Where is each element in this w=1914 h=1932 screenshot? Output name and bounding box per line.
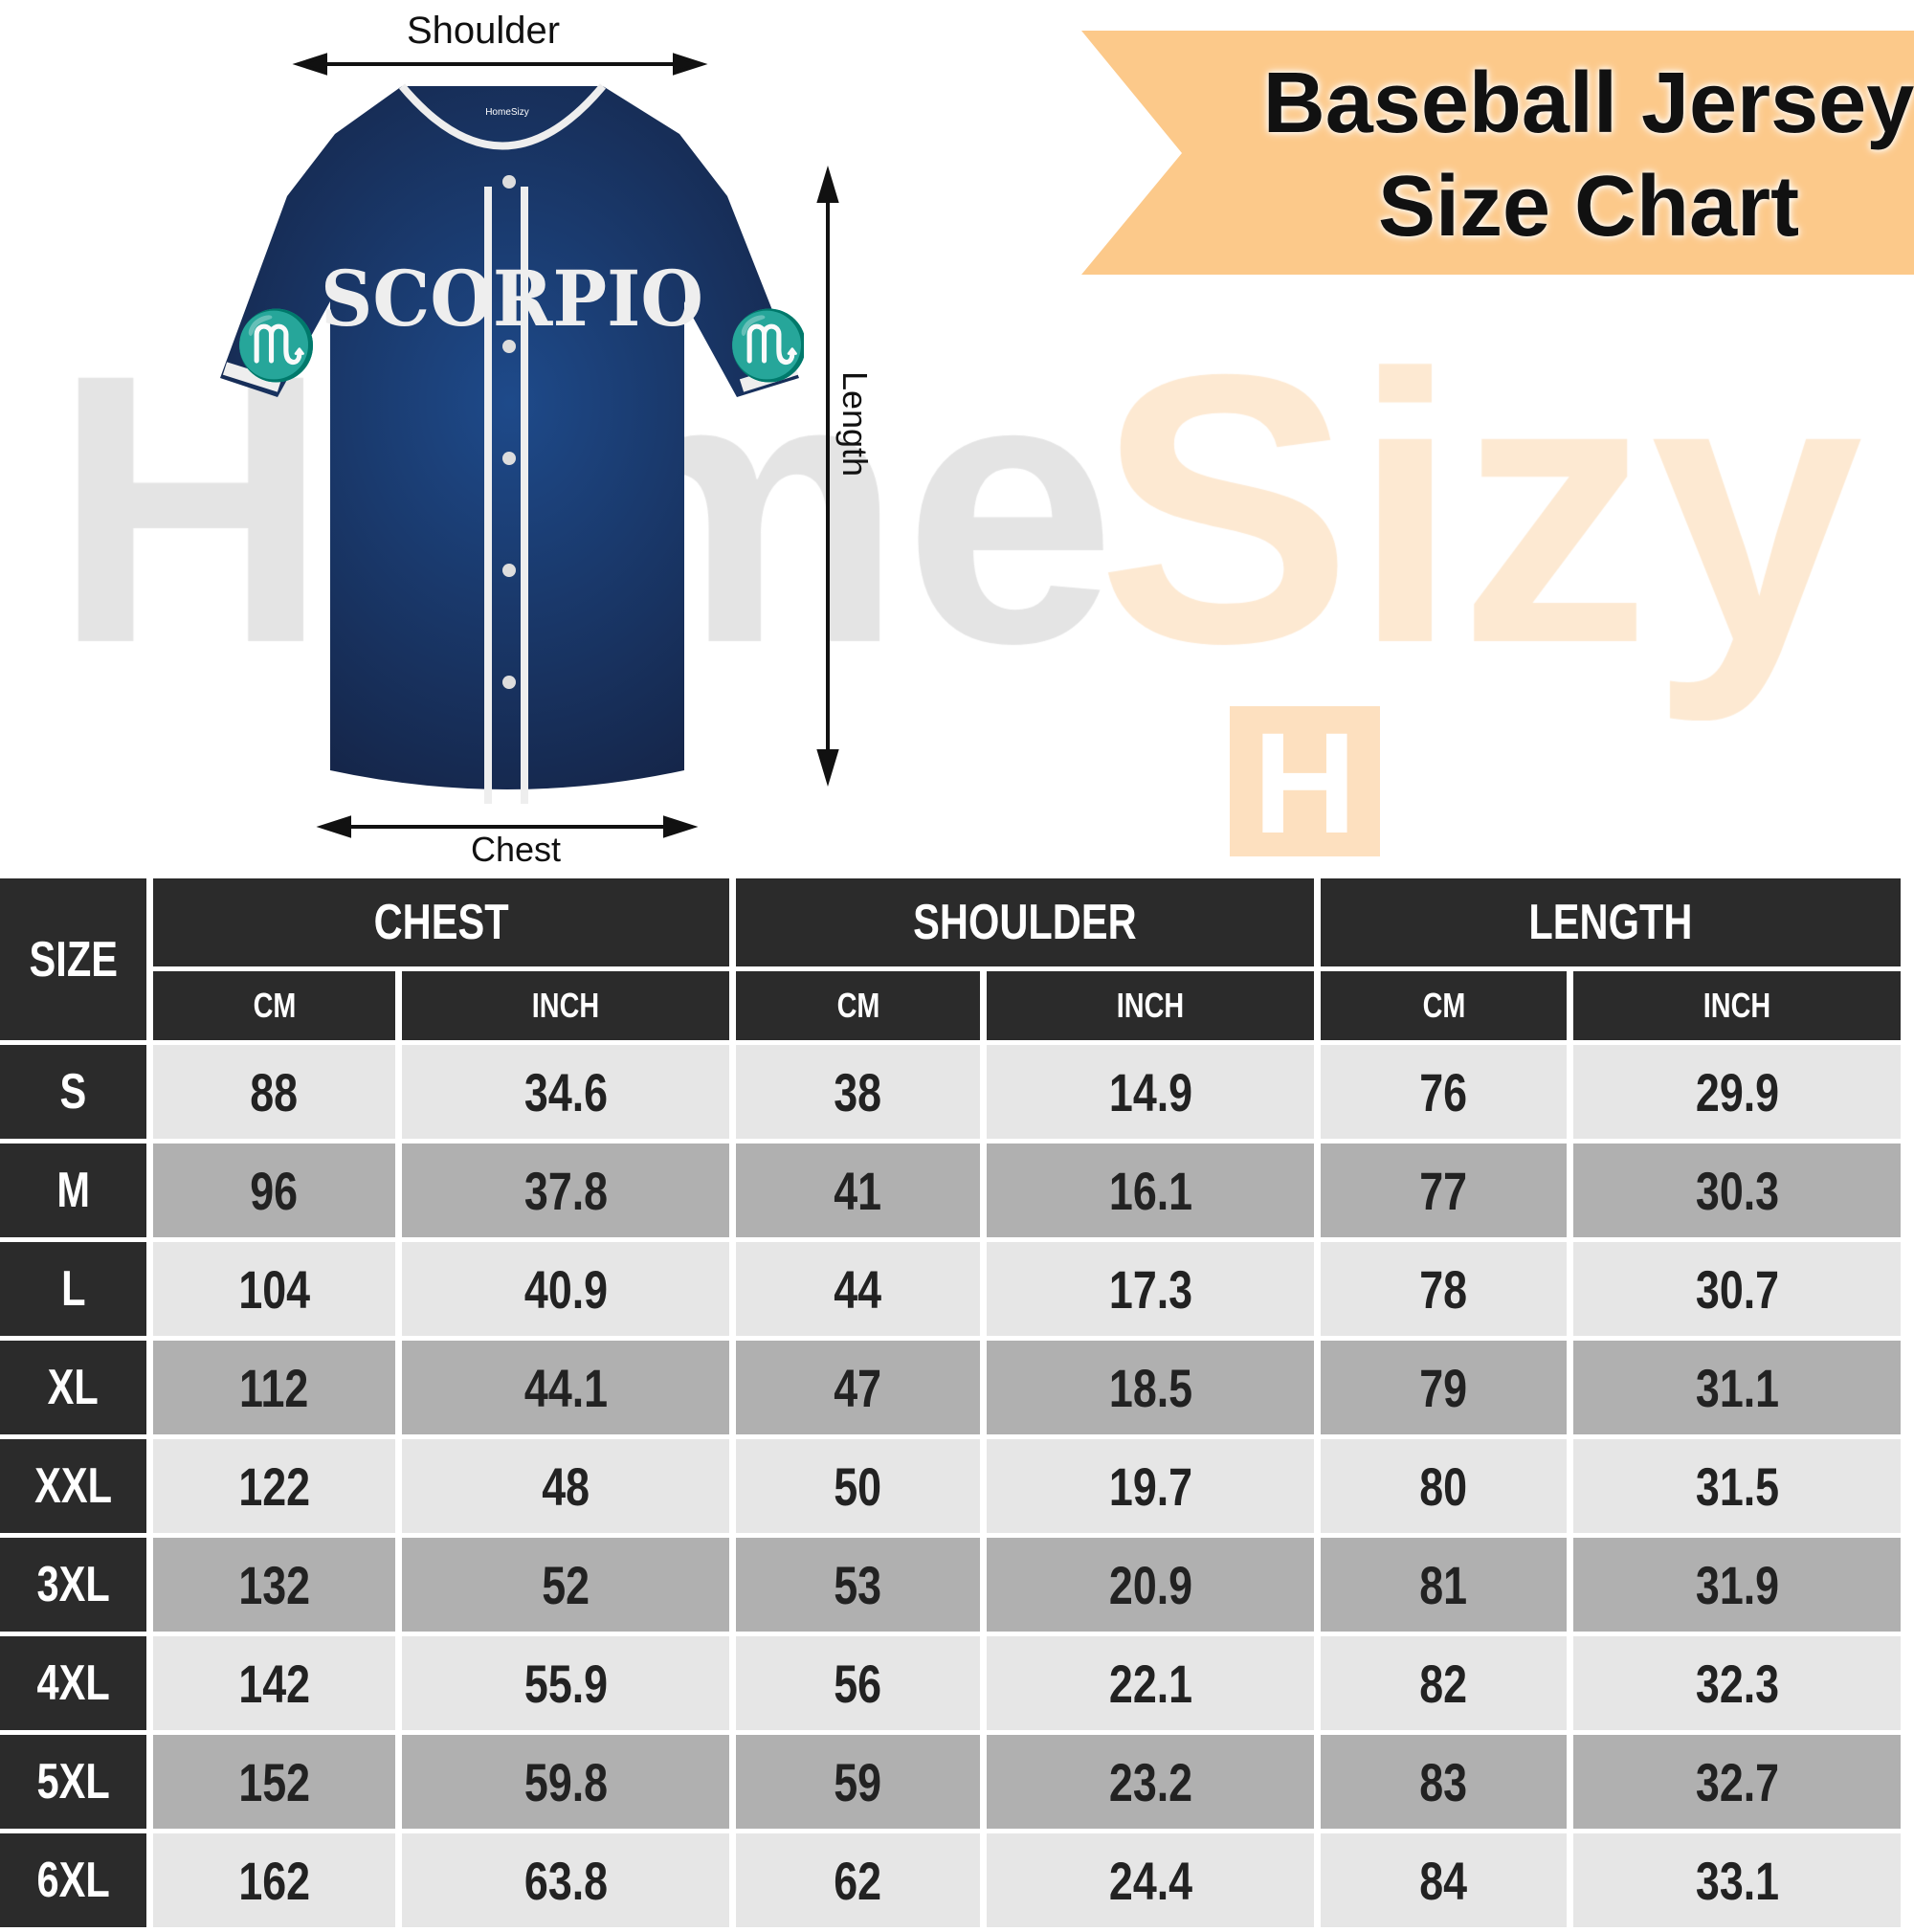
size-cell: 6XL [0,1833,146,1927]
value-cell: 22.1 [987,1636,1314,1730]
value-cell: 88 [153,1045,395,1139]
value-cell: 152 [153,1735,395,1829]
shoulder-label: Shoulder [407,10,561,52]
value-cell: 23.2 [987,1735,1314,1829]
title-banner: Baseball Jersey Size Chart [1081,31,1914,275]
value-cell: 53 [736,1538,980,1632]
unit-header: INCH [402,971,729,1040]
table-row: 3XL 132 52 53 20.9 81 31.9 [0,1538,1901,1632]
value-cell: 17.3 [987,1242,1314,1336]
value-cell: 56 [736,1636,980,1730]
scorpio-symbol-icon: ♏ [727,307,804,384]
value-cell: 84 [1321,1833,1567,1927]
length-header: LENGTH [1321,878,1901,966]
value-cell: 59.8 [402,1735,729,1829]
value-cell: 44.1 [402,1341,729,1434]
value-cell: 96 [153,1144,395,1237]
value-cell: 30.7 [1573,1242,1901,1336]
table-row: 5XL 152 59.8 59 23.2 83 32.7 [0,1735,1901,1829]
value-cell: 162 [153,1833,395,1927]
value-cell: 80 [1321,1439,1567,1533]
value-cell: 20.9 [987,1538,1314,1632]
size-cell: M [0,1144,146,1237]
size-cell: 5XL [0,1735,146,1829]
page-title: Baseball Jersey Size Chart [1262,56,1914,255]
value-cell: 16.1 [987,1144,1314,1237]
value-cell: 50 [736,1439,980,1533]
value-cell: 112 [153,1341,395,1434]
value-cell: 32.3 [1573,1636,1901,1730]
size-cell: 4XL [0,1636,146,1730]
size-cell: S [0,1045,146,1139]
value-cell: 83 [1321,1735,1567,1829]
unit-header: INCH [1573,971,1901,1040]
value-cell: 38 [736,1045,980,1139]
brand-logo: H [1230,706,1380,859]
value-cell: 33.1 [1573,1833,1901,1927]
size-cell: 3XL [0,1538,146,1632]
size-cell: XXL [0,1439,146,1533]
table-row: XL 112 44.1 47 18.5 79 31.1 [0,1341,1901,1434]
value-cell: 81 [1321,1538,1567,1632]
scorpio-symbol-icon: ♏ [234,307,318,384]
size-header: SIZE [0,878,146,1040]
value-cell: 62 [736,1833,980,1927]
jersey-tag: HomeSizy [485,107,529,118]
table-row: 4XL 142 55.9 56 22.1 82 32.3 [0,1636,1901,1730]
value-cell: 30.3 [1573,1144,1901,1237]
value-cell: 77 [1321,1144,1567,1237]
value-cell: 41 [736,1144,980,1237]
value-cell: 31.5 [1573,1439,1901,1533]
table-row: S 88 34.6 38 14.9 76 29.9 [0,1045,1901,1139]
chest-header: CHEST [153,878,729,966]
value-cell: 37.8 [402,1144,729,1237]
value-cell: 142 [153,1636,395,1730]
value-cell: 31.9 [1573,1538,1901,1632]
measurement-arrows [292,53,839,838]
value-cell: 132 [153,1538,395,1632]
value-cell: 78 [1321,1242,1567,1336]
value-cell: 55.9 [402,1636,729,1730]
unit-header: CM [736,971,980,1040]
jersey-text: SCORPIO [321,254,703,344]
value-cell: 47 [736,1341,980,1434]
value-cell: 34.6 [402,1045,729,1139]
value-cell: 32.7 [1573,1735,1901,1829]
shoulder-header: SHOULDER [736,878,1314,966]
value-cell: 14.9 [987,1045,1314,1139]
chest-label: Chest [471,830,562,869]
value-cell: 29.9 [1573,1045,1901,1139]
value-cell: 76 [1321,1045,1567,1139]
value-cell: 24.4 [987,1833,1314,1927]
size-table: SIZE CHEST SHOULDER LENGTH CM INCH CM IN… [0,874,1907,1932]
value-cell: 52 [402,1538,729,1632]
table-row: M 96 37.8 41 16.1 77 30.3 [0,1144,1901,1237]
value-cell: 59 [736,1735,980,1829]
size-cell: XL [0,1341,146,1434]
value-cell: 48 [402,1439,729,1533]
unit-header: CM [153,971,395,1040]
unit-header: CM [1321,971,1567,1040]
table-row: XXL 122 48 50 19.7 80 31.5 [0,1439,1901,1533]
value-cell: 82 [1321,1636,1567,1730]
value-cell: 18.5 [987,1341,1314,1434]
jersey-image: SCORPIO HomeSizy ♏ ♏ [220,83,804,804]
unit-header: INCH [987,971,1314,1040]
value-cell: 122 [153,1439,395,1533]
value-cell: 40.9 [402,1242,729,1336]
value-cell: 63.8 [402,1833,729,1927]
value-cell: 31.1 [1573,1341,1901,1434]
value-cell: 19.7 [987,1439,1314,1533]
table-row: L 104 40.9 44 17.3 78 30.7 [0,1242,1901,1336]
value-cell: 79 [1321,1341,1567,1434]
value-cell: 104 [153,1242,395,1336]
size-cell: L [0,1242,146,1336]
value-cell: 44 [736,1242,980,1336]
table-row: 6XL 162 63.8 62 24.4 84 33.1 [0,1833,1901,1927]
